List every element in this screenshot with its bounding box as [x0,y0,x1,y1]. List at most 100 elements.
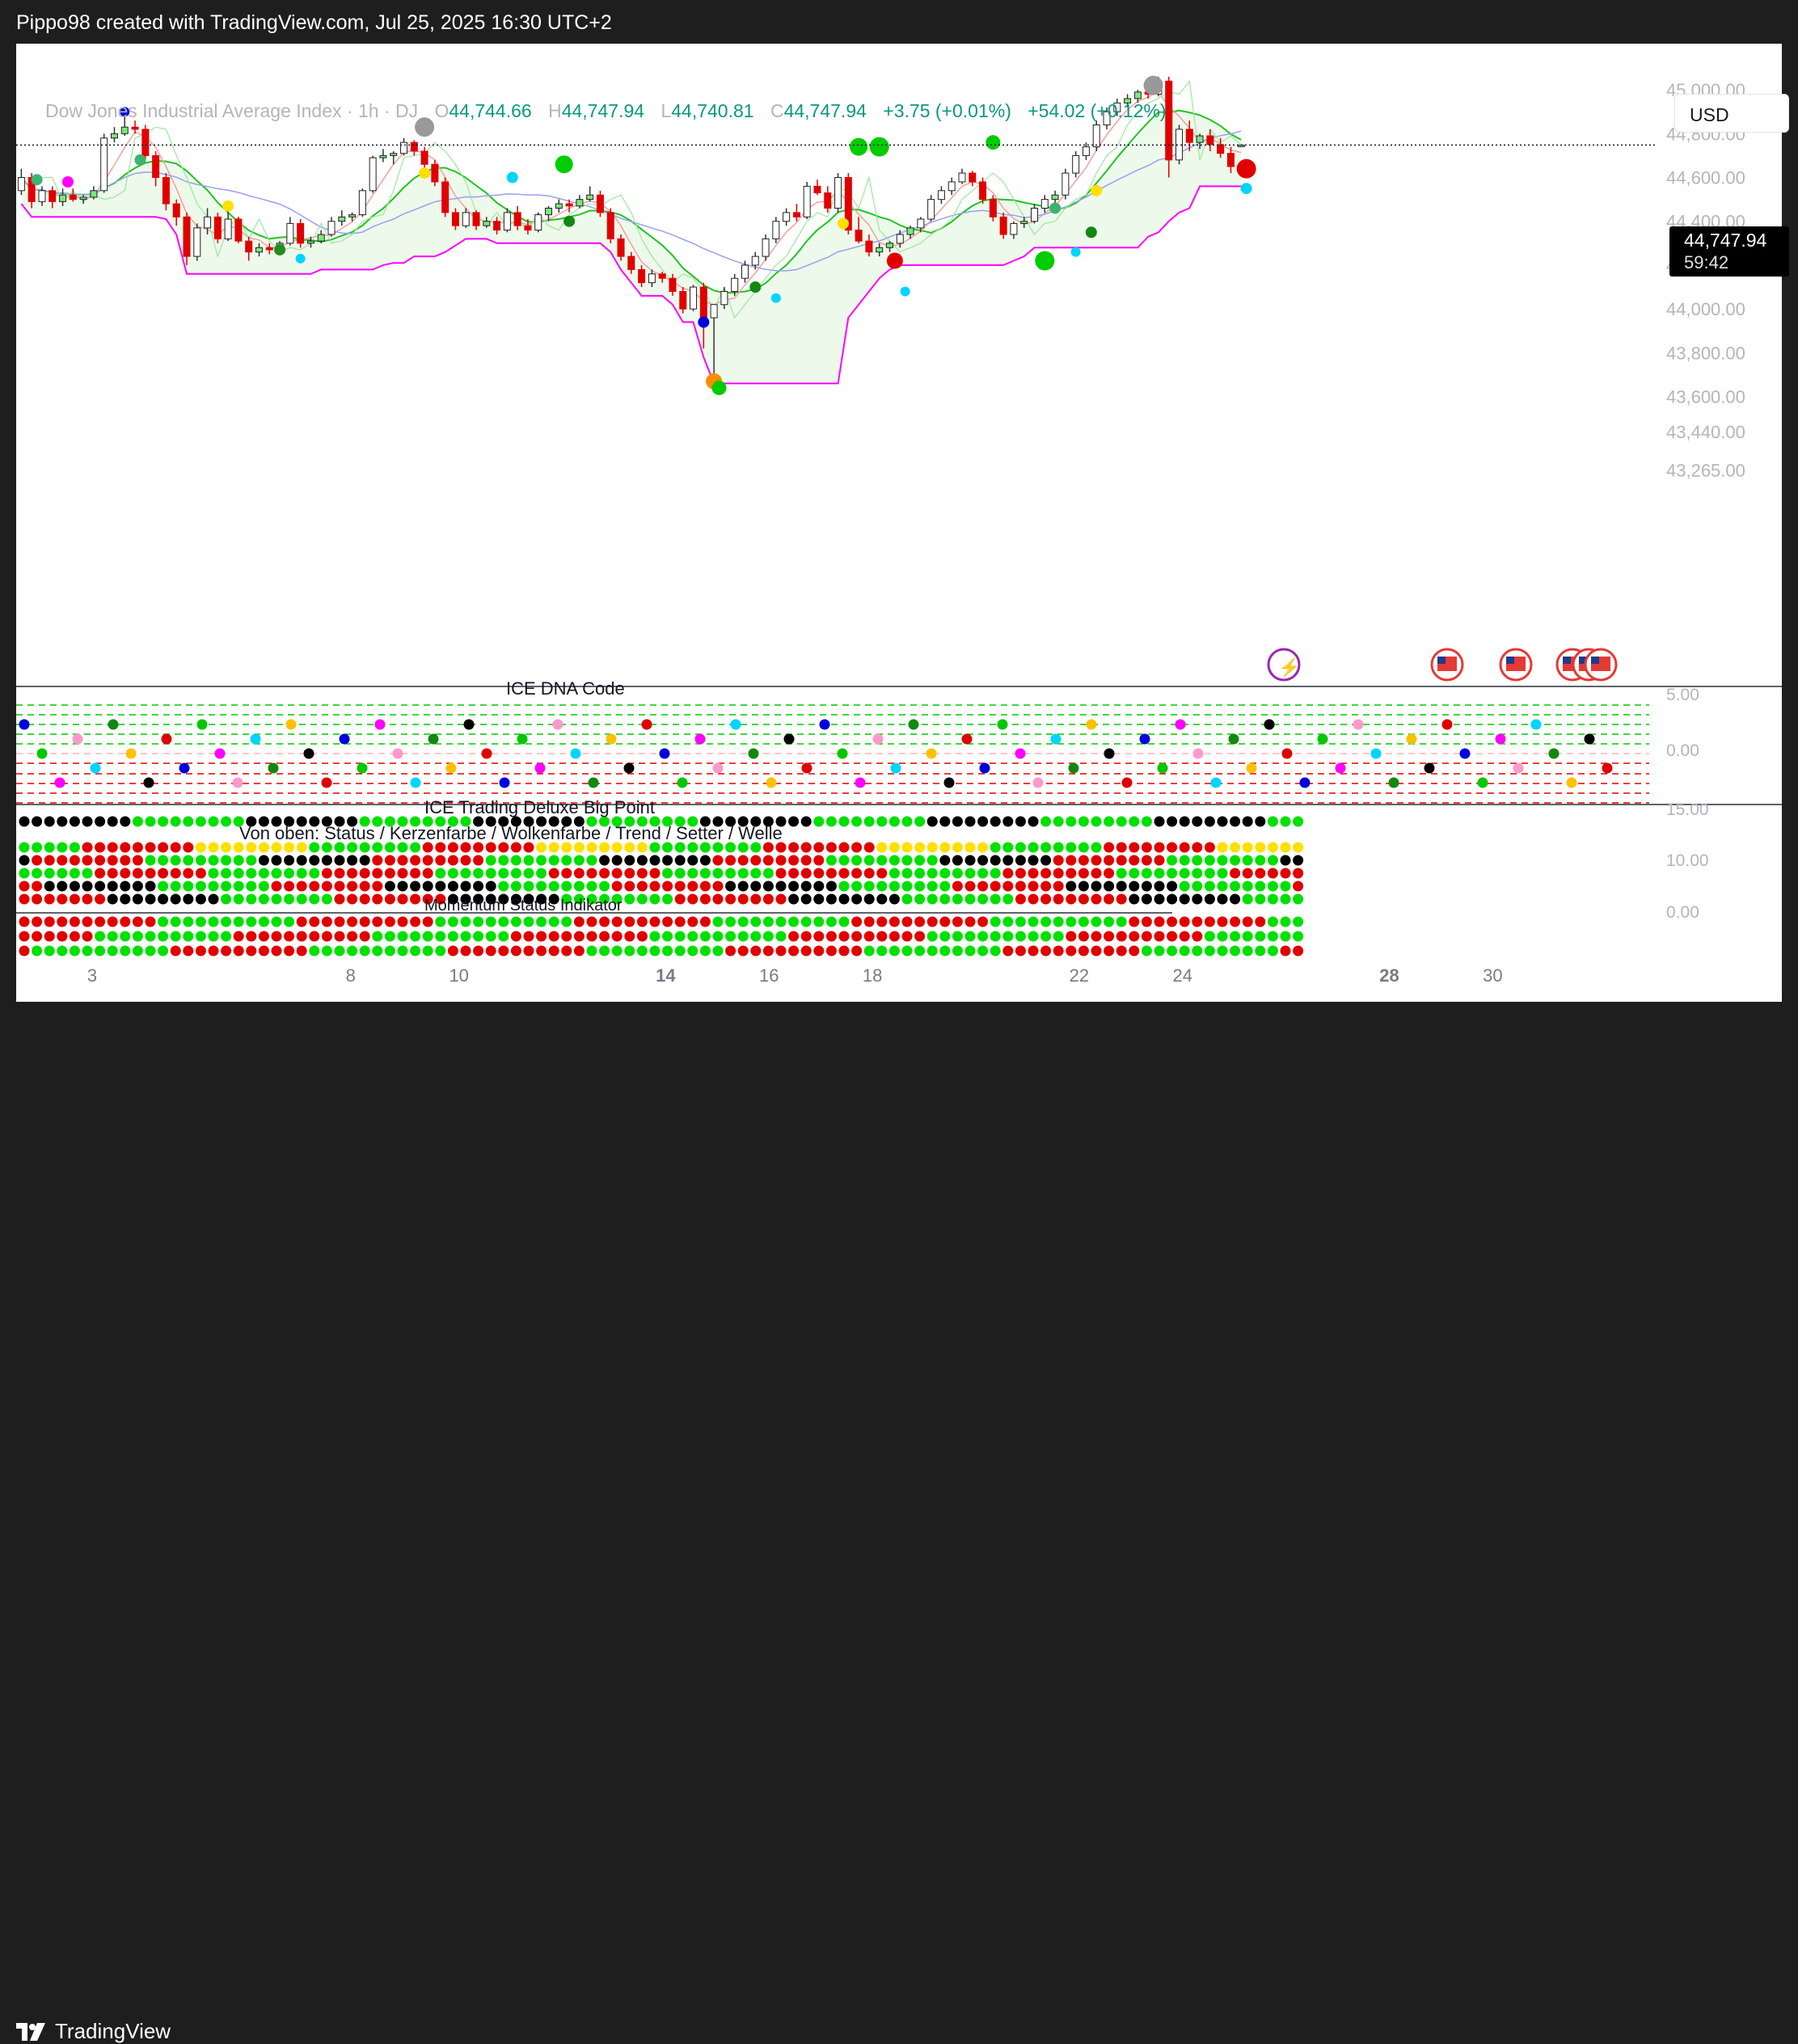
currency-button[interactable]: USD [1674,94,1789,133]
bigpoint-dot [1293,868,1304,879]
bigpoint-dot [926,855,938,866]
momentum-dot [384,931,395,942]
price-chart[interactable]: 45,000.0044,800.0044,600.0044,400.0044,2… [16,44,1782,1002]
momentum-dot [372,931,383,942]
dna-dot [19,719,30,730]
momentum-dot [1179,945,1190,957]
bigpoint-dot [309,842,320,853]
momentum-dot [750,916,762,927]
dna-dot [1228,733,1239,745]
bigpoint-dot [32,855,43,866]
candle-body [255,247,263,253]
bigpoint-dot [914,881,926,892]
bigpoint-dot [284,855,295,866]
bigpoint-dot [1053,893,1064,905]
momentum-dot [649,945,661,957]
bigpoint-dot [1154,842,1165,853]
bigpoint-dot [498,842,509,853]
bigpoint-dot [435,855,446,866]
lightning-glyph: ⚡ [1278,657,1300,678]
momentum-dot [687,945,699,957]
momentum-dot [460,931,471,942]
bigpoint-dot [69,868,80,879]
bigpoint-dot [825,893,837,905]
momentum-dot [1192,945,1203,957]
dna-dot [570,748,581,759]
candle-body [927,199,935,220]
momentum-dot [447,945,458,957]
bigpoint-dot [183,842,194,853]
bigpoint-dot [1104,893,1115,905]
momentum-dot [800,916,812,927]
bigpoint-dot [1179,855,1190,866]
bigpoint-dot [233,868,244,879]
candle-body [699,286,707,319]
bigpoint-dot [1217,868,1228,879]
momentum-dot [485,916,496,927]
bigpoint-dot [296,881,307,892]
bigpoint-dot [977,868,989,879]
bigpoint-dot [372,842,383,853]
dna-pane-title: ICE DNA Code [506,678,625,699]
bigpoint-dot [69,855,80,866]
candle-body [327,221,336,235]
bigpoint-dot [510,868,521,879]
bigpoint-scale-10: 10.00 [1666,851,1709,870]
tradingview-brand[interactable]: TradingView [16,2019,171,2044]
momentum-dot [397,931,408,942]
signal-marker [31,174,43,186]
momentum-dot [649,916,661,927]
bigpoint-dot [1129,881,1140,892]
dna-dot [108,719,119,730]
bigpoint-dot [1293,855,1304,866]
bigpoint-dot [233,855,244,866]
momentum-dot [447,916,458,927]
bigpoint-dot [82,893,93,905]
momentum-dot [321,931,332,942]
dna-dot [357,762,368,774]
bigpoint-dot [876,881,888,892]
economic-events[interactable]: ⚡ [1267,648,1301,682]
bigpoint-dot [246,816,257,827]
bigpoint-dot [69,893,80,905]
momentum-dot [334,931,345,942]
bigpoint-dot [536,842,547,853]
bigpoint-dot [44,855,55,866]
bigpoint-dot [926,881,938,892]
momentum-dot [510,945,521,957]
bigpoint-dot [725,855,737,866]
momentum-dot [384,945,395,957]
bigpoint-dot [510,816,521,827]
lightning-event-icon[interactable] [1267,648,1301,682]
bigpoint-dot [435,893,446,905]
momentum-dot [372,916,383,927]
bigpoint-dot [1242,868,1253,879]
bigpoint-dot [964,855,976,866]
candle-body [306,240,314,244]
candle-body [79,196,87,201]
bigpoint-dot [435,842,446,853]
momentum-dot [347,931,358,942]
momentum-dot [321,916,332,927]
bigpoint-dot [1242,855,1253,866]
momentum-dot [662,945,673,957]
bigpoint-dot [82,842,93,853]
momentum-dot [258,945,269,957]
bigpoint-dot [649,893,661,905]
bigpoint-dot [95,816,106,827]
bigpoint-dot [334,881,345,892]
momentum-dot [1293,931,1304,942]
momentum-dot [107,931,118,942]
chart-frame[interactable]: 45,000.0044,800.0044,600.0044,400.0044,2… [16,44,1789,1002]
bigpoint-dot [1267,868,1278,879]
candle-body [441,181,450,213]
bigpoint-dot [447,868,458,879]
bigpoint-dot [586,881,597,892]
momentum-dot [699,916,711,927]
bigpoint-dot [1091,855,1102,866]
bigpoint-dot [952,855,963,866]
bigpoint-dot [284,881,295,892]
candle-body [297,222,305,244]
candle-body [772,221,780,239]
bigpoint-dot [662,816,673,827]
